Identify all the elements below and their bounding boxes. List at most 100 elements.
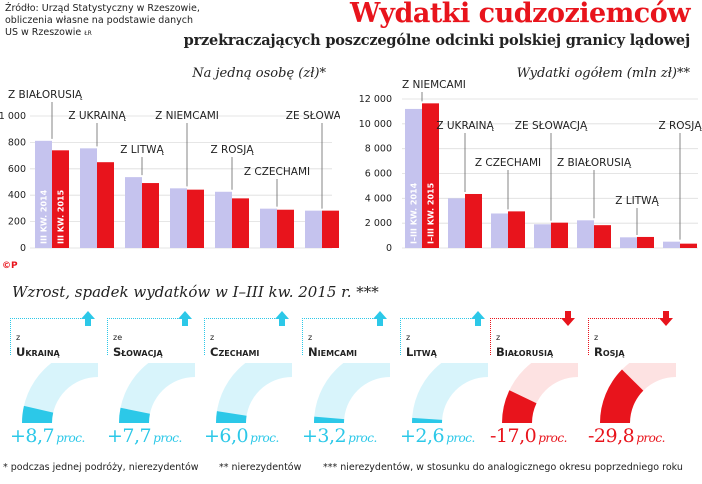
gauge-track (22, 363, 98, 423)
source-note: Źródło: Urząd Statystyczny w Rzeszowie, … (5, 3, 235, 40)
arrow-up-shape (178, 311, 192, 326)
change-unit: proc. (56, 431, 85, 445)
arrow-up-icon (373, 311, 387, 326)
change-value: +2,6 proc. (400, 425, 475, 447)
growth-card: ze Słowacją +7,7 proc. (107, 311, 195, 447)
change-number: +6,0 (204, 425, 249, 447)
total-spending-chart: 0 2 000 4 000 6 000 8 000 10 000 12 000 Z NIEMC… (359, 80, 702, 254)
growth-card: z Ukrainą +8,7 proc. (10, 311, 98, 447)
category-label: ZE SŁOWACJĄ (286, 110, 340, 122)
card-prefix: ze (113, 333, 123, 342)
y-tick-label: 4 000 (365, 193, 392, 204)
card-frame (204, 318, 277, 355)
gauge-fill (119, 407, 150, 423)
category-label: Z BIAŁORUSIĄ (557, 157, 632, 169)
bar-2015 (422, 103, 439, 249)
category-label: ZE SŁOWACJĄ (515, 120, 588, 132)
growth-card: z Czechami +6,0 proc. (204, 311, 292, 447)
bar-2014 (577, 220, 594, 248)
y-tick-label: 12 000 (359, 94, 392, 105)
series-label-2015: III KW. 2015 (57, 189, 66, 244)
change-number: -29,8 (588, 425, 635, 447)
growth-card: z Rosją -29,8 proc. (588, 311, 676, 447)
gauge-fill (600, 369, 644, 423)
growth-card: z Niemcami +3,2 proc. (302, 311, 390, 447)
growth-title: Wzrost, spadek wydatków w I–III kw. 2015… (12, 283, 379, 301)
category-label: Z ROSJĄ (210, 144, 254, 156)
gauge-track (412, 363, 488, 423)
change-gauge (600, 363, 676, 423)
change-number: -17,0 (490, 425, 537, 447)
change-value: +6,0 proc. (204, 425, 279, 447)
bar-2014 (215, 191, 232, 248)
bar-2014 (80, 148, 97, 248)
series-label-2014: I–III KW. 2014 (410, 182, 419, 244)
bar-2014 (305, 210, 322, 248)
author-credit: ŁR (84, 30, 92, 37)
chart2-title: Wydatki ogółem (mln zł)** (516, 66, 690, 81)
card-country: Niemcami (308, 345, 358, 359)
y-tick-label: 6 000 (365, 169, 392, 180)
bar-2014 (620, 237, 637, 248)
bar-2014 (534, 224, 551, 248)
y-tick-label: 1 000 (0, 111, 26, 122)
card-prefix: z (308, 333, 313, 342)
y-tick-label: 800 (8, 137, 26, 148)
gauge-fill (314, 416, 345, 423)
gauge-track (119, 363, 195, 423)
arrow-down-icon (659, 311, 673, 326)
y-tick-label: 600 (8, 164, 26, 175)
y-tick-label: 0 (386, 243, 392, 254)
change-number: +8,7 (10, 425, 55, 447)
change-value: -29,8 proc. (588, 425, 665, 447)
card-frame (10, 318, 83, 355)
bar-2015 (465, 193, 482, 248)
change-gauge (22, 363, 98, 423)
bar-2015 (594, 225, 611, 248)
bar-2015 (508, 211, 525, 248)
card-frame (302, 318, 375, 355)
card-prefix: z (594, 333, 599, 342)
arrow-down-shape (561, 311, 575, 326)
card-prefix: z (496, 333, 501, 342)
change-gauge (412, 363, 488, 423)
change-number: +3,2 (302, 425, 347, 447)
arrow-up-shape (471, 311, 485, 326)
change-value: +8,7 proc. (10, 425, 85, 447)
series-label-2015: I–III KW. 2015 (427, 182, 436, 244)
category-label: Z NIEMCAMI (402, 80, 466, 91)
change-unit: proc. (636, 431, 665, 445)
page-subtitle: przekraczających poszczególne odcinki po… (183, 32, 691, 49)
y-tick-label: 200 (8, 217, 26, 228)
bar-2014 (125, 177, 142, 248)
card-country: Rosją (594, 345, 625, 359)
bar-2015 (551, 222, 568, 248)
card-prefix: z (406, 333, 411, 342)
change-unit: proc. (348, 431, 377, 445)
source-line-2: obliczenia własne na podstawie danych (5, 15, 194, 26)
source-line-1: Źródło: Urząd Statystyczny w Rzeszowie, (5, 3, 200, 14)
change-unit: proc. (538, 431, 567, 445)
bar-2015 (322, 210, 339, 248)
change-unit: proc. (153, 431, 182, 445)
bar-2015 (52, 150, 69, 248)
gauge-fill (412, 417, 443, 423)
change-gauge (119, 363, 195, 423)
y-tick-label: 10 000 (359, 119, 392, 130)
bar-2014 (448, 198, 465, 248)
category-label: Z ROSJĄ (658, 120, 702, 132)
arrow-up-icon (81, 311, 95, 326)
change-gauge (502, 363, 578, 423)
card-country: Ukrainą (16, 345, 60, 359)
change-value: +7,7 proc. (107, 425, 182, 447)
arrow-down-icon (561, 311, 575, 326)
chart1-title: Na jedną osobę (zł)* (192, 66, 326, 81)
card-country: Czechami (210, 345, 260, 359)
card-frame (107, 318, 180, 355)
bar-2014 (35, 140, 52, 248)
gauge-track (314, 363, 390, 423)
gauge-fill (22, 405, 54, 423)
bar-2014 (260, 208, 277, 248)
gauge-track (216, 363, 292, 423)
card-frame (588, 318, 661, 355)
